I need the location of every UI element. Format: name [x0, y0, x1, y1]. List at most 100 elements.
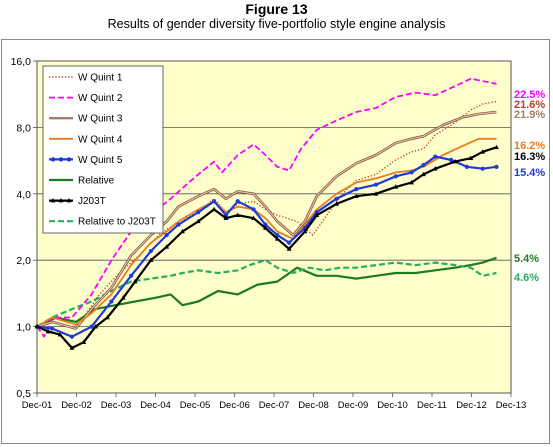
legend-label-w-quint-2: W Quint 2 — [78, 93, 123, 104]
legend: W Quint 1 W Quint 2 W Quint 3 W Quint 4 W Qu… — [42, 65, 164, 234]
series-point-j203t — [286, 246, 292, 251]
x-tick-label: Dec-13 — [496, 400, 527, 411]
series-point-j203t — [105, 314, 110, 320]
x-tick-label: Dec-08 — [298, 400, 329, 411]
x-tick-label: Dec-02 — [61, 400, 92, 411]
y-axis-tick-labels: 0,5 1,0 2,0 4,0 8,0 16,0 — [11, 56, 32, 400]
series-point-w-quint-5 — [287, 240, 292, 245]
series-point-j203t — [211, 206, 217, 212]
x-tick-label: Dec-06 — [219, 400, 250, 411]
figure-caption: Results of gender diversity five-portfol… — [107, 17, 446, 31]
x-axis-tick-labels: Dec-01 Dec-02 Dec-03 Dec-04 Dec-05 Dec-06 Dec-… — [22, 400, 527, 411]
series-point-w-quint-5 — [196, 210, 201, 215]
end-label-w-quint-4: 16.2% — [514, 140, 545, 152]
legend-label-w-quint-5: W Quint 5 — [78, 155, 123, 166]
series-line-w-quint-2 — [36, 77, 497, 338]
series-point-j203t — [334, 201, 339, 206]
series-point-w-quint-5 — [129, 273, 134, 278]
legend-marker-j203t — [50, 198, 56, 203]
legend-label-w-quint-4: W Quint 4 — [78, 134, 123, 145]
series-point-j203t — [223, 215, 229, 221]
y-tick-label: 16,0 — [11, 56, 32, 68]
series-point-j203t — [148, 257, 154, 262]
legend-marker-w-quint-5 — [66, 157, 72, 162]
series-point-j203t — [452, 158, 458, 164]
x-tick-label: Dec-04 — [140, 400, 171, 411]
series-point-j203t — [373, 191, 379, 196]
x-tick-label: Dec-03 — [101, 400, 132, 411]
series-point-j203t — [409, 179, 414, 185]
series-point-j203t — [235, 212, 241, 217]
series-point-j203t — [494, 144, 499, 150]
series-line-w-quint-5 — [36, 155, 497, 338]
series-point-w-quint-5 — [211, 199, 217, 204]
end-label-w-quint-2: 22.5% — [514, 89, 545, 101]
series-point-j203t — [69, 345, 75, 350]
series-line-relative-to-j203t — [36, 259, 497, 328]
series-point-w-quint-5 — [421, 162, 426, 168]
series-point-j203t — [132, 278, 138, 284]
series-point-j203t — [480, 149, 486, 154]
series-point-w-quint-5 — [494, 164, 499, 169]
x-tick-label: Dec-11 — [417, 400, 447, 411]
series-point-w-quint-5 — [235, 199, 240, 204]
legend-marker-j203t — [66, 198, 72, 203]
end-label-j203t: 16.3% — [514, 151, 545, 163]
series-point-j203t — [34, 324, 40, 329]
series-point-j203t — [120, 295, 126, 300]
series-point-w-quint-5 — [314, 210, 319, 215]
series-point-w-quint-5 — [50, 326, 55, 331]
series-point-w-quint-5 — [275, 232, 280, 238]
series-point-j203t — [393, 184, 399, 189]
series-point-w-quint-5 — [176, 222, 181, 227]
legend-marker-w-quint-5 — [50, 157, 56, 162]
series-line-w-quint-1 — [36, 100, 497, 330]
series-point-w-quint-5 — [373, 182, 379, 187]
series-point-w-quint-5 — [263, 222, 268, 227]
series-point-j203t — [421, 171, 426, 177]
series-point-j203t — [164, 244, 170, 249]
series-point-j203t — [314, 212, 320, 217]
series-line-w-quint-3 — [36, 111, 497, 330]
y-tick-label: 2,0 — [16, 255, 31, 267]
legend-label-relative-to-j203t: Relative to J203T — [78, 217, 156, 228]
series-point-j203t — [57, 331, 63, 337]
end-label-w-quint-3: 21.9% — [514, 109, 545, 121]
legend-label-w-quint-1: W Quint 1 — [78, 73, 123, 84]
legend-label-w-quint-3: W Quint 3 — [78, 114, 123, 125]
series-point-w-quint-5 — [393, 174, 398, 179]
series-point-w-quint-5 — [251, 207, 256, 212]
series-point-j203t — [251, 215, 256, 221]
figure-number: Figure 13 — [245, 1, 308, 17]
x-tick-label: Dec-09 — [338, 400, 369, 411]
series-point-w-quint-5 — [89, 324, 94, 329]
x-tick-label: Dec-01 — [22, 400, 53, 411]
series-point-j203t — [180, 228, 185, 234]
end-label-w-quint-5: 15.4% — [514, 167, 545, 179]
series-point-w-quint-5 — [409, 170, 414, 175]
legend-box — [42, 65, 164, 234]
legend-label-relative: Relative — [78, 176, 115, 187]
x-tick-label: Dec-07 — [259, 400, 290, 411]
y-tick-label: 0,5 — [16, 388, 31, 400]
series-point-j203t — [81, 339, 87, 344]
end-label-relative: 5.4% — [514, 253, 539, 265]
series-point-j203t — [468, 155, 474, 161]
legend-marker-w-quint-5 — [58, 157, 64, 162]
series-point-w-quint-5 — [433, 154, 438, 159]
series-point-j203t — [45, 328, 51, 334]
series-point-j203t — [353, 193, 359, 199]
legend-marker-j203t — [58, 198, 64, 203]
x-axis-ticks — [36, 393, 512, 397]
legend-label-j203t: J203T — [78, 196, 106, 207]
series-point-w-quint-5 — [448, 157, 454, 162]
series-point-w-quint-5 — [164, 232, 169, 238]
series-point-w-quint-5 — [148, 248, 153, 254]
series-point-w-quint-5 — [69, 334, 74, 339]
end-label-relative-to-j203t: 4.6% — [514, 272, 539, 284]
series-point-w-quint-5 — [109, 299, 114, 304]
y-tick-label: 8,0 — [16, 122, 31, 134]
end-labels: 21.6%22.5% 21.9% 16.2% 15.4% 5.4% 16.3% 4.6% — [514, 89, 545, 284]
x-tick-label: Dec-12 — [456, 400, 487, 411]
series-point-w-quint-5 — [334, 196, 339, 201]
